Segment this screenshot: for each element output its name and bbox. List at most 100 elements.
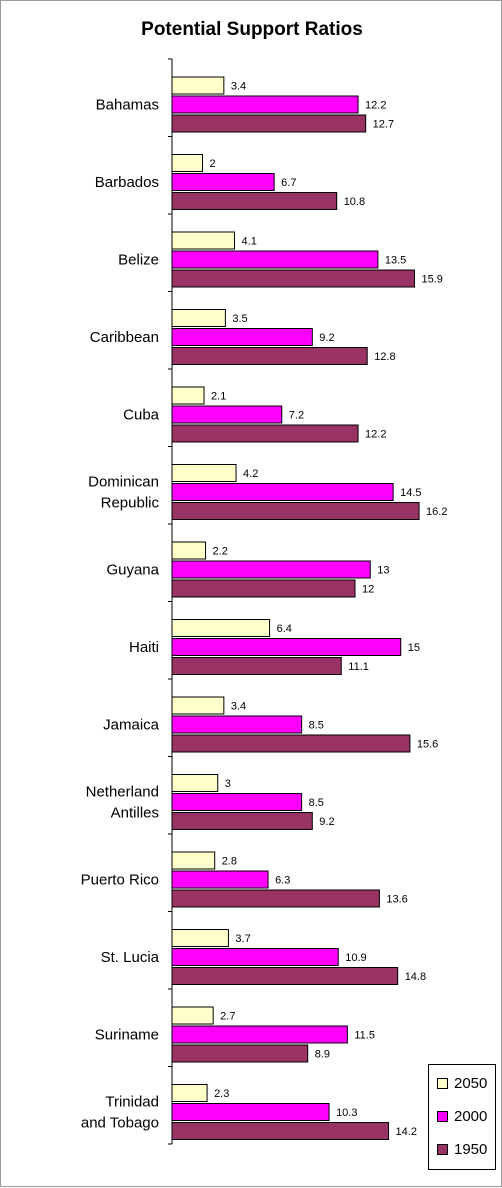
value-label-st-lucia-2000: 10.9: [345, 952, 366, 964]
value-label-netherland-antilles-2050: 3: [225, 778, 231, 790]
legend-label-2000: 2000: [454, 1107, 488, 1125]
value-label-puerto-rico-1950: 13.6: [386, 894, 407, 906]
bar-cuba-2050: [171, 386, 205, 405]
value-label-belize-2050: 4.1: [242, 236, 257, 248]
bar-cuba-2000: [171, 405, 283, 424]
category-label-belize: Belize: [118, 252, 159, 269]
value-label-barbados-2050: 2: [210, 158, 216, 170]
value-label-haiti-2000: 15: [408, 642, 420, 654]
bar-netherland-antilles-2050: [171, 774, 219, 792]
value-label-guyana-1950: 12: [362, 584, 374, 596]
legend-swatch-1950: [437, 1143, 448, 1155]
category-label-dominican-republic: Dominican Republic: [88, 474, 159, 512]
bar-haiti-2050: [171, 619, 271, 637]
category-label-cuba: Cuba: [123, 407, 160, 424]
bar-caribbean-2000: [171, 328, 313, 346]
value-label-trinidad-and-tobago-2050: 2.3: [214, 1088, 229, 1100]
bar-netherland-antilles-1950: [171, 812, 313, 830]
bar-cuba-1950: [171, 424, 359, 443]
bar-dominican-republic-2000: [171, 483, 394, 501]
category-label-suriname: Suriname: [95, 1027, 159, 1044]
value-label-trinidad-and-tobago-1950: 14.2: [396, 1126, 417, 1138]
value-label-guyana-2050: 2.2: [213, 546, 228, 558]
bar-trinidad-and-tobago-1950: [171, 1122, 390, 1140]
bar-suriname-1950: [171, 1044, 309, 1063]
bar-trinidad-and-tobago-2000: [171, 1103, 330, 1121]
value-label-st-lucia-1950: 14.8: [405, 971, 426, 983]
bar-puerto-rico-2000: [171, 870, 269, 889]
value-label-caribbean-2000: 9.2: [319, 332, 334, 344]
bar-trinidad-and-tobago-2050: [171, 1084, 208, 1102]
legend-item-1950: 1950: [437, 1139, 487, 1159]
value-label-netherland-antilles-2000: 8.5: [309, 797, 324, 809]
value-label-dominican-republic-2000: 14.5: [400, 487, 421, 499]
legend-item-2000: 2000: [437, 1106, 487, 1126]
bar-bahamas-2050: [171, 76, 225, 95]
legend: 2050 2000 1950: [428, 1064, 496, 1170]
bar-st-lucia-2000: [171, 948, 339, 966]
legend-swatch-2000: [437, 1110, 448, 1122]
category-label-trinidad-and-tobago: Trinidad and Tobago: [81, 1094, 159, 1132]
bar-st-lucia-2050: [171, 929, 229, 947]
bar-bahamas-1950: [171, 114, 367, 133]
bar-puerto-rico-1950: [171, 889, 380, 908]
value-label-barbados-2000: 6.7: [281, 177, 296, 189]
value-label-cuba-2000: 7.2: [289, 410, 304, 422]
bar-haiti-2000: [171, 638, 402, 656]
legend-label-2050: 2050: [454, 1074, 488, 1092]
category-label-guyana: Guyana: [106, 562, 159, 579]
bar-barbados-2050: [171, 154, 203, 172]
legend-item-2050: 2050: [437, 1073, 487, 1093]
value-label-dominican-republic-2050: 4.2: [243, 468, 258, 480]
bar-dominican-republic-2050: [171, 464, 237, 482]
value-label-guyana-2000: 13: [377, 565, 389, 577]
value-label-barbados-1950: 10.8: [344, 196, 365, 208]
bar-caribbean-1950: [171, 347, 368, 365]
bar-jamaica-2050: [171, 696, 225, 715]
category-label-st-lucia: St. Lucia: [101, 949, 160, 966]
value-label-cuba-2050: 2.1: [211, 391, 226, 403]
bar-jamaica-2000: [171, 715, 303, 734]
category-label-puerto-rico: Puerto Rico: [81, 872, 159, 889]
value-label-puerto-rico-2050: 2.8: [222, 856, 237, 868]
bar-caribbean-2050: [171, 309, 226, 327]
bar-barbados-1950: [171, 192, 338, 210]
value-label-bahamas-2000: 12.2: [365, 100, 386, 112]
value-label-jamaica-1950: 15.6: [417, 739, 438, 751]
value-label-bahamas-1950: 12.7: [373, 119, 394, 131]
bar-guyana-2050: [171, 541, 207, 560]
value-label-suriname-2050: 2.7: [220, 1011, 235, 1023]
bar-st-lucia-1950: [171, 967, 399, 985]
value-label-suriname-2000: 11.5: [354, 1030, 375, 1042]
value-label-caribbean-1950: 12.8: [374, 351, 395, 363]
value-label-suriname-1950: 8.9: [315, 1049, 330, 1061]
bar-belize-1950: [171, 269, 415, 288]
value-label-jamaica-2050: 3.4: [231, 701, 246, 713]
value-label-belize-2000: 13.5: [385, 255, 406, 267]
bar-haiti-1950: [171, 657, 342, 675]
bar-bahamas-2000: [171, 95, 359, 114]
value-label-netherland-antilles-1950: 9.2: [319, 816, 334, 828]
bar-netherland-antilles-2000: [171, 793, 303, 811]
value-label-puerto-rico-2000: 6.3: [275, 875, 290, 887]
value-label-trinidad-and-tobago-2000: 10.3: [336, 1107, 357, 1119]
legend-label-1950: 1950: [454, 1140, 488, 1158]
chart-title: Potential Support Ratios: [141, 19, 363, 40]
value-label-bahamas-2050: 3.4: [231, 81, 246, 93]
bar-belize-2050: [171, 231, 236, 250]
bar-suriname-2000: [171, 1025, 348, 1044]
value-label-dominican-republic-1950: 16.2: [426, 506, 447, 518]
bar-barbados-2000: [171, 173, 275, 191]
value-label-haiti-1950: 11.1: [348, 661, 369, 673]
value-label-st-lucia-2050: 3.7: [235, 933, 250, 945]
legend-swatch-2050: [437, 1077, 448, 1089]
value-label-cuba-1950: 12.2: [365, 429, 386, 441]
value-label-haiti-2050: 6.4: [277, 623, 292, 635]
bar-puerto-rico-2050: [171, 851, 216, 870]
category-label-bahamas: Bahamas: [96, 97, 159, 114]
category-label-netherland-antilles: Netherland Antilles: [86, 784, 159, 822]
category-label-jamaica: Jamaica: [103, 717, 160, 734]
value-label-jamaica-2000: 8.5: [309, 720, 324, 732]
